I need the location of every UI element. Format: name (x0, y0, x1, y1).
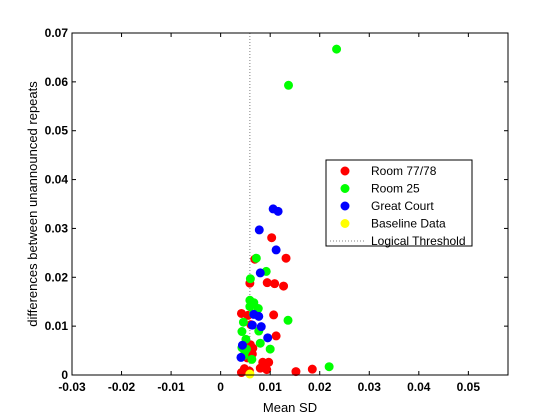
y-tick-label: 0 (61, 368, 68, 382)
data-point (245, 369, 255, 379)
legend-marker (340, 219, 350, 228)
data-point (237, 327, 247, 337)
legend-box (325, 159, 473, 247)
data-point (281, 253, 291, 263)
data-point (265, 344, 275, 354)
data-point (262, 278, 272, 288)
legend-marker (340, 201, 350, 211)
y-tick-label: 0.04 (45, 173, 69, 187)
y-axis-title: differences between unannounced repeats (25, 81, 40, 327)
data-point (279, 281, 289, 291)
data-point (264, 357, 274, 367)
x-axis-title: Mean SD (263, 400, 317, 415)
x-tick-label: 0.05 (457, 380, 481, 394)
x-tick-label: -0.03 (58, 380, 86, 394)
data-point (255, 268, 265, 278)
data-point (247, 354, 257, 364)
x-tick-label: 0.02 (308, 380, 332, 394)
points-layer (236, 44, 342, 379)
data-point (255, 338, 265, 348)
data-point (262, 365, 272, 375)
y-axis-ticks: 0 0.01 0.02 0.03 0.04 0.05 0.06 0.07 (45, 26, 508, 382)
plot-frame (71, 32, 509, 376)
legend-label: Logical Threshold (371, 234, 466, 248)
data-point (271, 245, 281, 255)
data-point (271, 331, 281, 341)
legend-label: Great Court (371, 199, 434, 213)
data-point (237, 340, 247, 350)
data-point (283, 315, 293, 325)
data-point (307, 364, 317, 374)
data-point (254, 225, 264, 235)
data-point (251, 253, 261, 263)
data-point (291, 367, 301, 377)
data-point (332, 44, 342, 54)
y-tick-label: 0.07 (45, 26, 69, 40)
legend-items: Room 77/78 Room 25 Great Court Baseline Dat… (330, 164, 466, 248)
x-tick-label: 0 (217, 380, 224, 394)
data-point (254, 311, 264, 321)
data-point (269, 310, 279, 320)
data-point (324, 362, 334, 372)
x-tick-label: -0.02 (108, 380, 136, 394)
x-tick-label: -0.01 (157, 380, 185, 394)
x-tick-label: 0.04 (407, 380, 431, 394)
legend-label: Room 25 (371, 182, 420, 196)
y-tick-label: 0.03 (45, 221, 69, 235)
data-point (245, 274, 255, 284)
legend-label: Baseline Data (371, 217, 446, 231)
x-tick-label: 0.03 (358, 380, 382, 394)
x-axis-ticks: -0.03 -0.02 -0.01 0 0.01 0.02 0.03 0.04 0.05 (58, 33, 480, 394)
legend: Room 77/78 Room 25 Great Court Baseline Dat… (325, 159, 473, 248)
plot-area (71, 32, 509, 379)
data-point (263, 333, 273, 343)
y-tick-label: 0.05 (45, 124, 69, 138)
data-point (256, 322, 266, 332)
data-point (247, 320, 257, 330)
data-point (245, 302, 255, 312)
x-tick-label: 0.01 (259, 380, 283, 394)
y-tick-label: 0.06 (45, 75, 69, 89)
data-point (270, 279, 280, 289)
y-tick-label: 0.02 (45, 270, 69, 284)
legend-marker (340, 166, 350, 176)
legend-label: Room 77/78 (371, 164, 437, 178)
legend-marker (340, 184, 350, 193)
data-point (273, 206, 283, 216)
y-tick-label: 0.01 (45, 319, 69, 333)
data-point (267, 233, 277, 243)
data-point (284, 80, 294, 90)
data-point (236, 352, 246, 362)
data-point (238, 317, 248, 327)
